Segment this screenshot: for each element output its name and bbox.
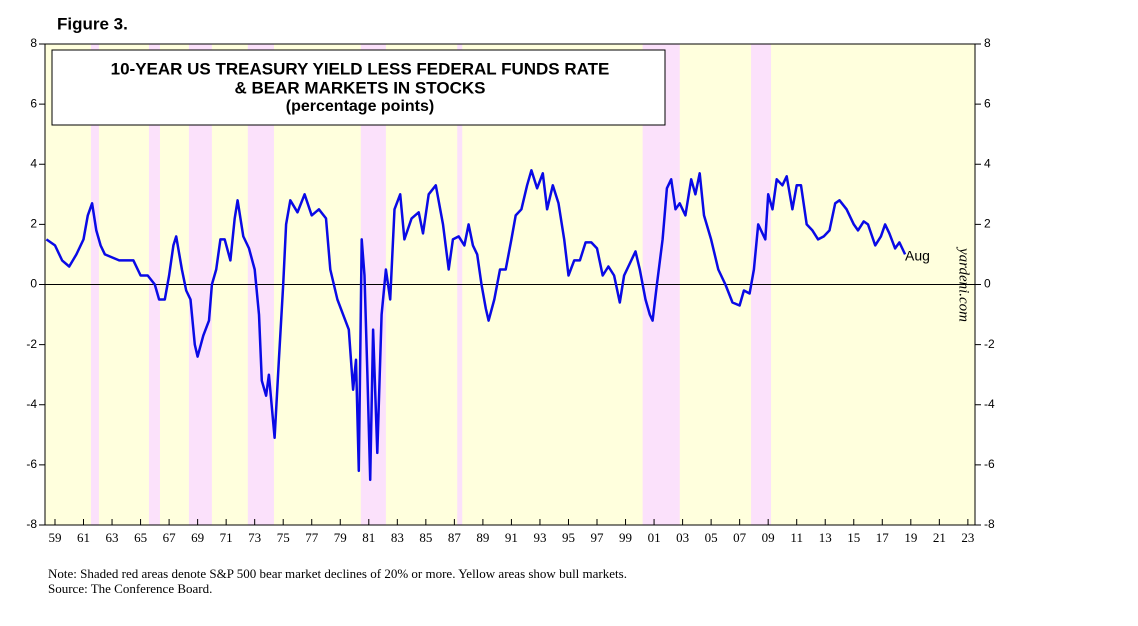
note: Note: Shaded red areas denote S&P 500 be…	[48, 566, 627, 581]
x-tick-label: 11	[790, 530, 803, 545]
x-tick-label: 87	[448, 530, 462, 545]
x-tick-label: 93	[533, 530, 546, 545]
x-tick-label: 09	[762, 530, 775, 545]
x-tick-label: 67	[163, 530, 177, 545]
x-tick-label: 63	[106, 530, 119, 545]
y2-tick-label: 2	[984, 217, 991, 231]
source: Source: The Conference Board.	[48, 581, 212, 596]
chart-title-line2: & BEAR MARKETS IN STOCKS	[235, 78, 486, 97]
y-tick-label: 8	[30, 36, 37, 50]
x-tick-label: 61	[77, 530, 90, 545]
y2-tick-label: 8	[984, 36, 991, 50]
y2-tick-label: -8	[984, 517, 995, 531]
x-tick-label: 77	[305, 530, 319, 545]
x-tick-label: 99	[619, 530, 632, 545]
plot: -8 -6 -4 -2 0 2 4 6 8 -8 -6 -4 -2 0 2 4 6 8 59 61 63 65 67 69 71…	[26, 36, 995, 545]
y2-tick-label: -6	[984, 457, 995, 471]
x-tick-label: 59	[48, 530, 61, 545]
x-tick-label: 17	[876, 530, 890, 545]
x-tick-label: 13	[819, 530, 832, 545]
y-tick-label: 0	[30, 277, 37, 291]
x-tick-label: 95	[562, 530, 575, 545]
y-tick-label: 4	[30, 156, 37, 170]
x-tick-label: 03	[676, 530, 689, 545]
x-tick-label: 79	[334, 530, 347, 545]
x-tick-label: 73	[248, 530, 261, 545]
watermark: yardeni.com	[956, 246, 972, 322]
x-tick-label: 89	[476, 530, 489, 545]
y2-tick-label: 4	[984, 156, 991, 170]
chart-subtitle: (percentage points)	[286, 98, 434, 115]
x-tick-label: 71	[220, 530, 233, 545]
x-tick-label: 75	[277, 530, 290, 545]
y2-tick-label: 0	[984, 277, 991, 291]
y-tick-label: -2	[26, 337, 37, 351]
x-tick-label: 23	[961, 530, 974, 545]
data-line	[45, 169, 907, 482]
x-tick-label: 69	[191, 530, 204, 545]
x-tick-label: 81	[362, 530, 375, 545]
x-tick-label: 65	[134, 530, 147, 545]
title-box	[51, 49, 666, 126]
y2-tick-label: -2	[984, 337, 995, 351]
y2-tick-label: -4	[984, 397, 995, 411]
y-tick-label: -4	[26, 397, 37, 411]
y-tick-label: -6	[26, 457, 37, 471]
x-tick-label: 91	[505, 530, 518, 545]
y2-tick-label: 6	[984, 96, 991, 110]
y-tick-label: 2	[30, 217, 37, 231]
figure-label: Figure 3.	[57, 14, 128, 33]
y-tick-label: -8	[26, 517, 37, 531]
chart-title: 10-YEAR US TREASURY YIELD LESS FEDERAL F…	[111, 59, 610, 78]
x-tick-label: 97	[591, 530, 605, 545]
end-label: Aug	[905, 248, 930, 264]
x-tick-label: 15	[847, 530, 860, 545]
x-tick-label: 21	[933, 530, 946, 545]
x-tick-label: 85	[419, 530, 432, 545]
x-tick-label: 07	[733, 530, 747, 545]
x-tick-label: 05	[705, 530, 718, 545]
x-tick-label: 19	[904, 530, 917, 545]
y-tick-label: 6	[30, 96, 37, 110]
x-tick-label: 83	[391, 530, 404, 545]
x-tick-label: 01	[648, 530, 661, 545]
